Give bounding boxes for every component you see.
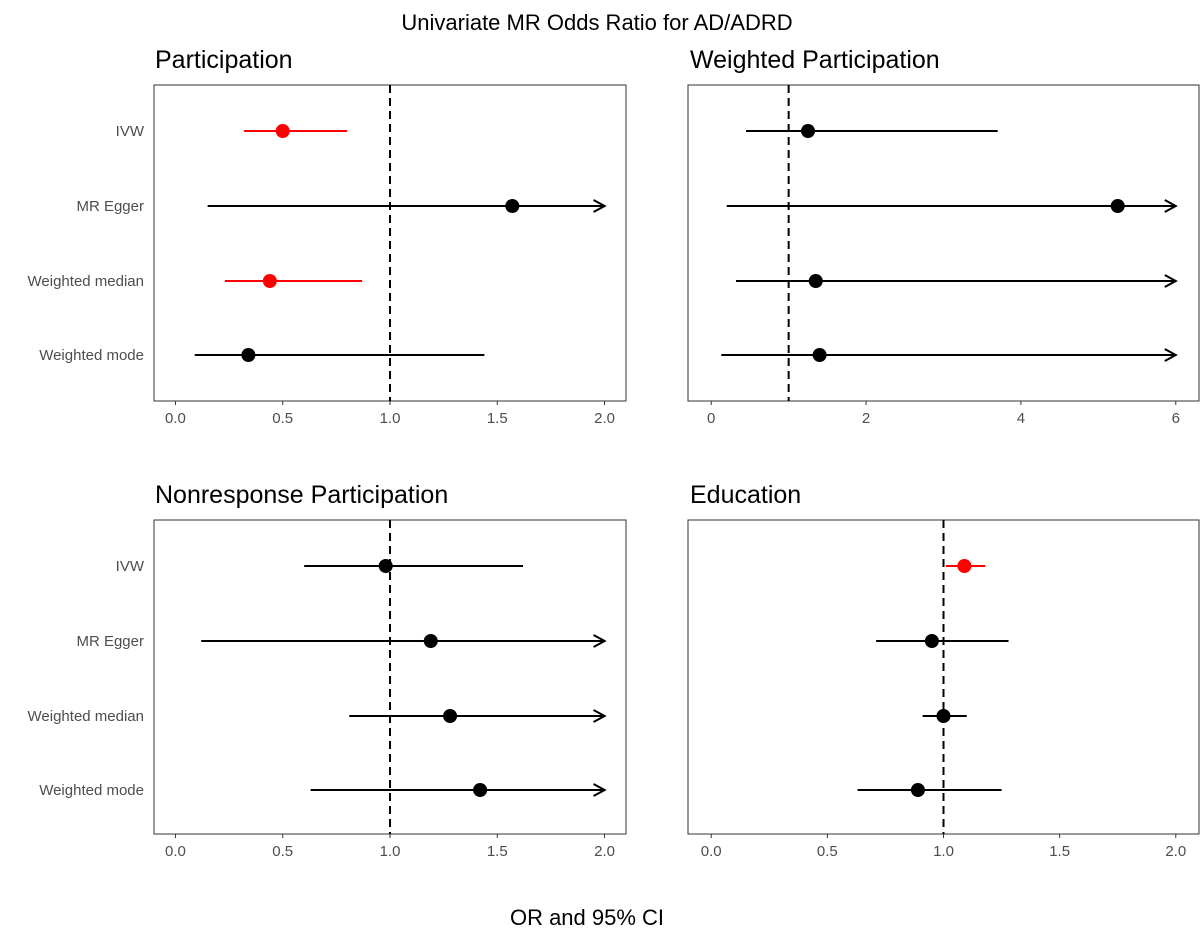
x-tick-label: 0 (707, 410, 715, 427)
y-tick-label: IVW (116, 123, 145, 140)
x-tick-label: 0.5 (817, 843, 838, 860)
x-tick-label: 1.5 (487, 410, 508, 427)
y-tick-label: Weighted median (28, 273, 144, 290)
x-tick-label: 1.5 (487, 843, 508, 860)
panel-1: Participation 0.0 0.5 1.0 1.5 2.0 IVW MR Egger W… (28, 46, 627, 427)
point-estimate (241, 348, 256, 362)
x-tick-label: 1.0 (380, 843, 401, 860)
panel-title: Education (690, 481, 801, 509)
point-estimate (505, 199, 520, 213)
x-tick-label: 1.0 (933, 843, 954, 860)
x-tick-label: 1.0 (380, 410, 401, 427)
y-tick-label: Weighted mode (39, 782, 144, 799)
point-estimate (275, 124, 290, 138)
panel-title: Weighted Participation (690, 46, 940, 74)
panel-frame (687, 84, 1200, 402)
point-estimate (443, 709, 458, 723)
x-axis-label: OR and 95% CI (510, 905, 664, 930)
point-estimate (1110, 199, 1125, 213)
y-tick-label: Weighted mode (39, 347, 144, 364)
panel-title: Nonresponse Participation (155, 481, 448, 509)
x-tick-label: 1.5 (1049, 843, 1070, 860)
x-tick-label: 4 (1017, 410, 1025, 427)
x-tick-label: 0.0 (701, 843, 722, 860)
x-tick-label: 0.5 (272, 843, 293, 860)
panel-3: Nonresponse Participation 0.0 0.5 1.0 1.5 2.0… (28, 481, 627, 860)
y-tick-label: MR Egger (76, 198, 144, 215)
panel-title: Participation (155, 46, 293, 74)
x-tick-label: 0.5 (272, 410, 293, 427)
panel-2: Weighted Participation 0 2 4 6 (687, 46, 1200, 427)
y-tick-label: MR Egger (76, 633, 144, 650)
figure-title: Univariate MR Odds Ratio for AD/ADRD (401, 10, 792, 35)
x-tick-label: 0.0 (165, 410, 186, 427)
point-estimate (262, 274, 277, 288)
point-estimate (378, 559, 393, 573)
x-tick-label: 2 (862, 410, 870, 427)
y-tick-label: Weighted median (28, 708, 144, 725)
x-tick-label: 2.0 (594, 410, 615, 427)
x-tick-label: 6 (1172, 410, 1180, 427)
point-estimate (957, 559, 972, 573)
x-tick-label: 0.0 (165, 843, 186, 860)
x-tick-label: 2.0 (1165, 843, 1186, 860)
point-estimate (812, 348, 827, 362)
point-estimate (801, 124, 816, 138)
panel-4: Education 0.0 0.5 1.0 1.5 2.0 (687, 481, 1200, 860)
point-estimate (473, 783, 488, 797)
point-estimate (910, 783, 925, 797)
point-estimate (936, 709, 951, 723)
point-estimate (423, 634, 438, 648)
y-tick-label: IVW (116, 558, 145, 575)
point-estimate (924, 634, 939, 648)
panels: Participation 0.0 0.5 1.0 1.5 2.0 IVW MR Egger W… (28, 46, 1200, 860)
point-estimate (808, 274, 823, 288)
x-tick-label: 2.0 (594, 843, 615, 860)
